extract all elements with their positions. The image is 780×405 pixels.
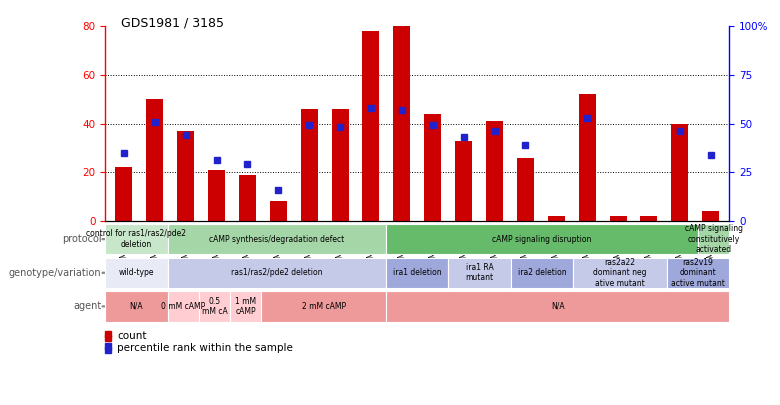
Text: ras2v19
dominant
active mutant: ras2v19 dominant active mutant [671, 258, 725, 288]
Bar [672, 124, 689, 221]
Text: protocol: protocol [62, 234, 101, 244]
Bar [610, 216, 626, 221]
Bar [115, 167, 133, 221]
Text: count: count [117, 331, 147, 341]
Text: agent: agent [73, 301, 101, 311]
Text: ras2a22
dominant neg
ative mutant: ras2a22 dominant neg ative mutant [594, 258, 647, 288]
Text: 0.5
mM cA: 0.5 mM cA [201, 297, 228, 316]
Bar [393, 26, 410, 221]
Bar [208, 170, 225, 221]
Text: N/A: N/A [129, 302, 144, 311]
Bar [146, 99, 163, 221]
Text: cAMP signaling
constitutively
activated: cAMP signaling constitutively activated [685, 224, 743, 254]
Text: N/A: N/A [551, 302, 565, 311]
Text: 2 mM cAMP: 2 mM cAMP [302, 302, 346, 311]
Bar [579, 94, 596, 221]
Bar [424, 114, 441, 221]
Bar [702, 211, 719, 221]
Text: wild-type: wild-type [119, 268, 154, 277]
Bar [363, 31, 379, 221]
Text: ira1 RA
mutant: ira1 RA mutant [466, 263, 494, 282]
Text: ira2 deletion: ira2 deletion [518, 268, 566, 277]
Text: percentile rank within the sample: percentile rank within the sample [117, 343, 292, 353]
Bar [270, 201, 287, 221]
Text: ras1/ras2/pde2 deletion: ras1/ras2/pde2 deletion [231, 268, 323, 277]
Text: cAMP synthesis/degradation defect: cAMP synthesis/degradation defect [209, 234, 345, 244]
Text: control for ras1/ras2/pde2
deletion: control for ras1/ras2/pde2 deletion [87, 230, 186, 249]
Bar [486, 121, 503, 221]
Text: 0 mM cAMP: 0 mM cAMP [161, 302, 205, 311]
Bar [239, 175, 256, 221]
Bar [456, 141, 472, 221]
Text: 1 mM
cAMP: 1 mM cAMP [235, 297, 257, 316]
Bar [300, 109, 317, 221]
Text: GDS1981 / 3185: GDS1981 / 3185 [121, 16, 224, 29]
Bar [640, 216, 658, 221]
Text: ira1 deletion: ira1 deletion [393, 268, 441, 277]
Bar [548, 216, 565, 221]
Bar [332, 109, 349, 221]
Text: cAMP signaling disruption: cAMP signaling disruption [492, 234, 592, 244]
Bar [517, 158, 534, 221]
Text: genotype/variation: genotype/variation [9, 268, 101, 278]
Bar [177, 131, 194, 221]
